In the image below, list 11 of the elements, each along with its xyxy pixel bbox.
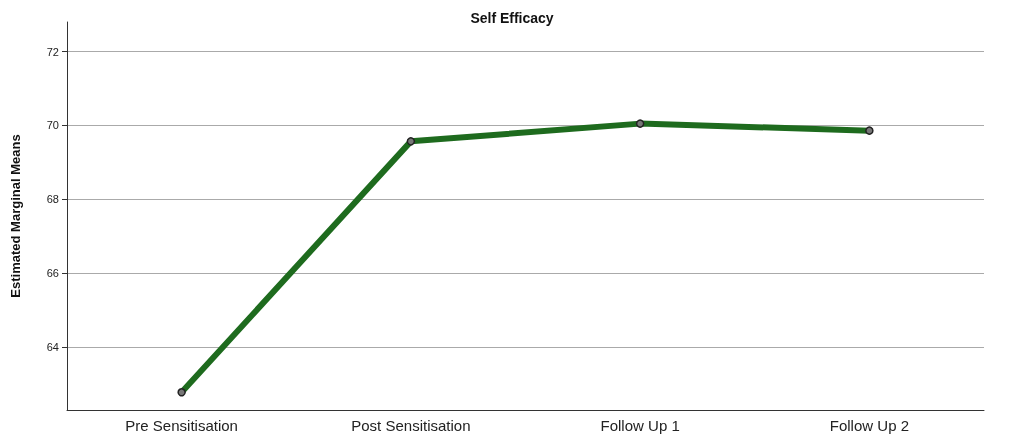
y-tick-label: 68 — [46, 193, 59, 206]
y-tick-label: 66 — [46, 267, 59, 280]
x-tick-label: Pre Sensitisation — [125, 417, 238, 434]
x-tick-label: Post Sensitisation — [351, 417, 471, 434]
y-tick-label: 64 — [46, 341, 59, 354]
chart-title: Self Efficacy — [470, 10, 554, 26]
y-axis-title: Estimated Marginal Means — [8, 134, 23, 298]
y-tick-label: 72 — [46, 45, 59, 58]
x-tick-label: Follow Up 2 — [829, 417, 909, 434]
y-tick-label: 70 — [46, 119, 59, 132]
x-tick-label: Follow Up 1 — [600, 417, 680, 434]
